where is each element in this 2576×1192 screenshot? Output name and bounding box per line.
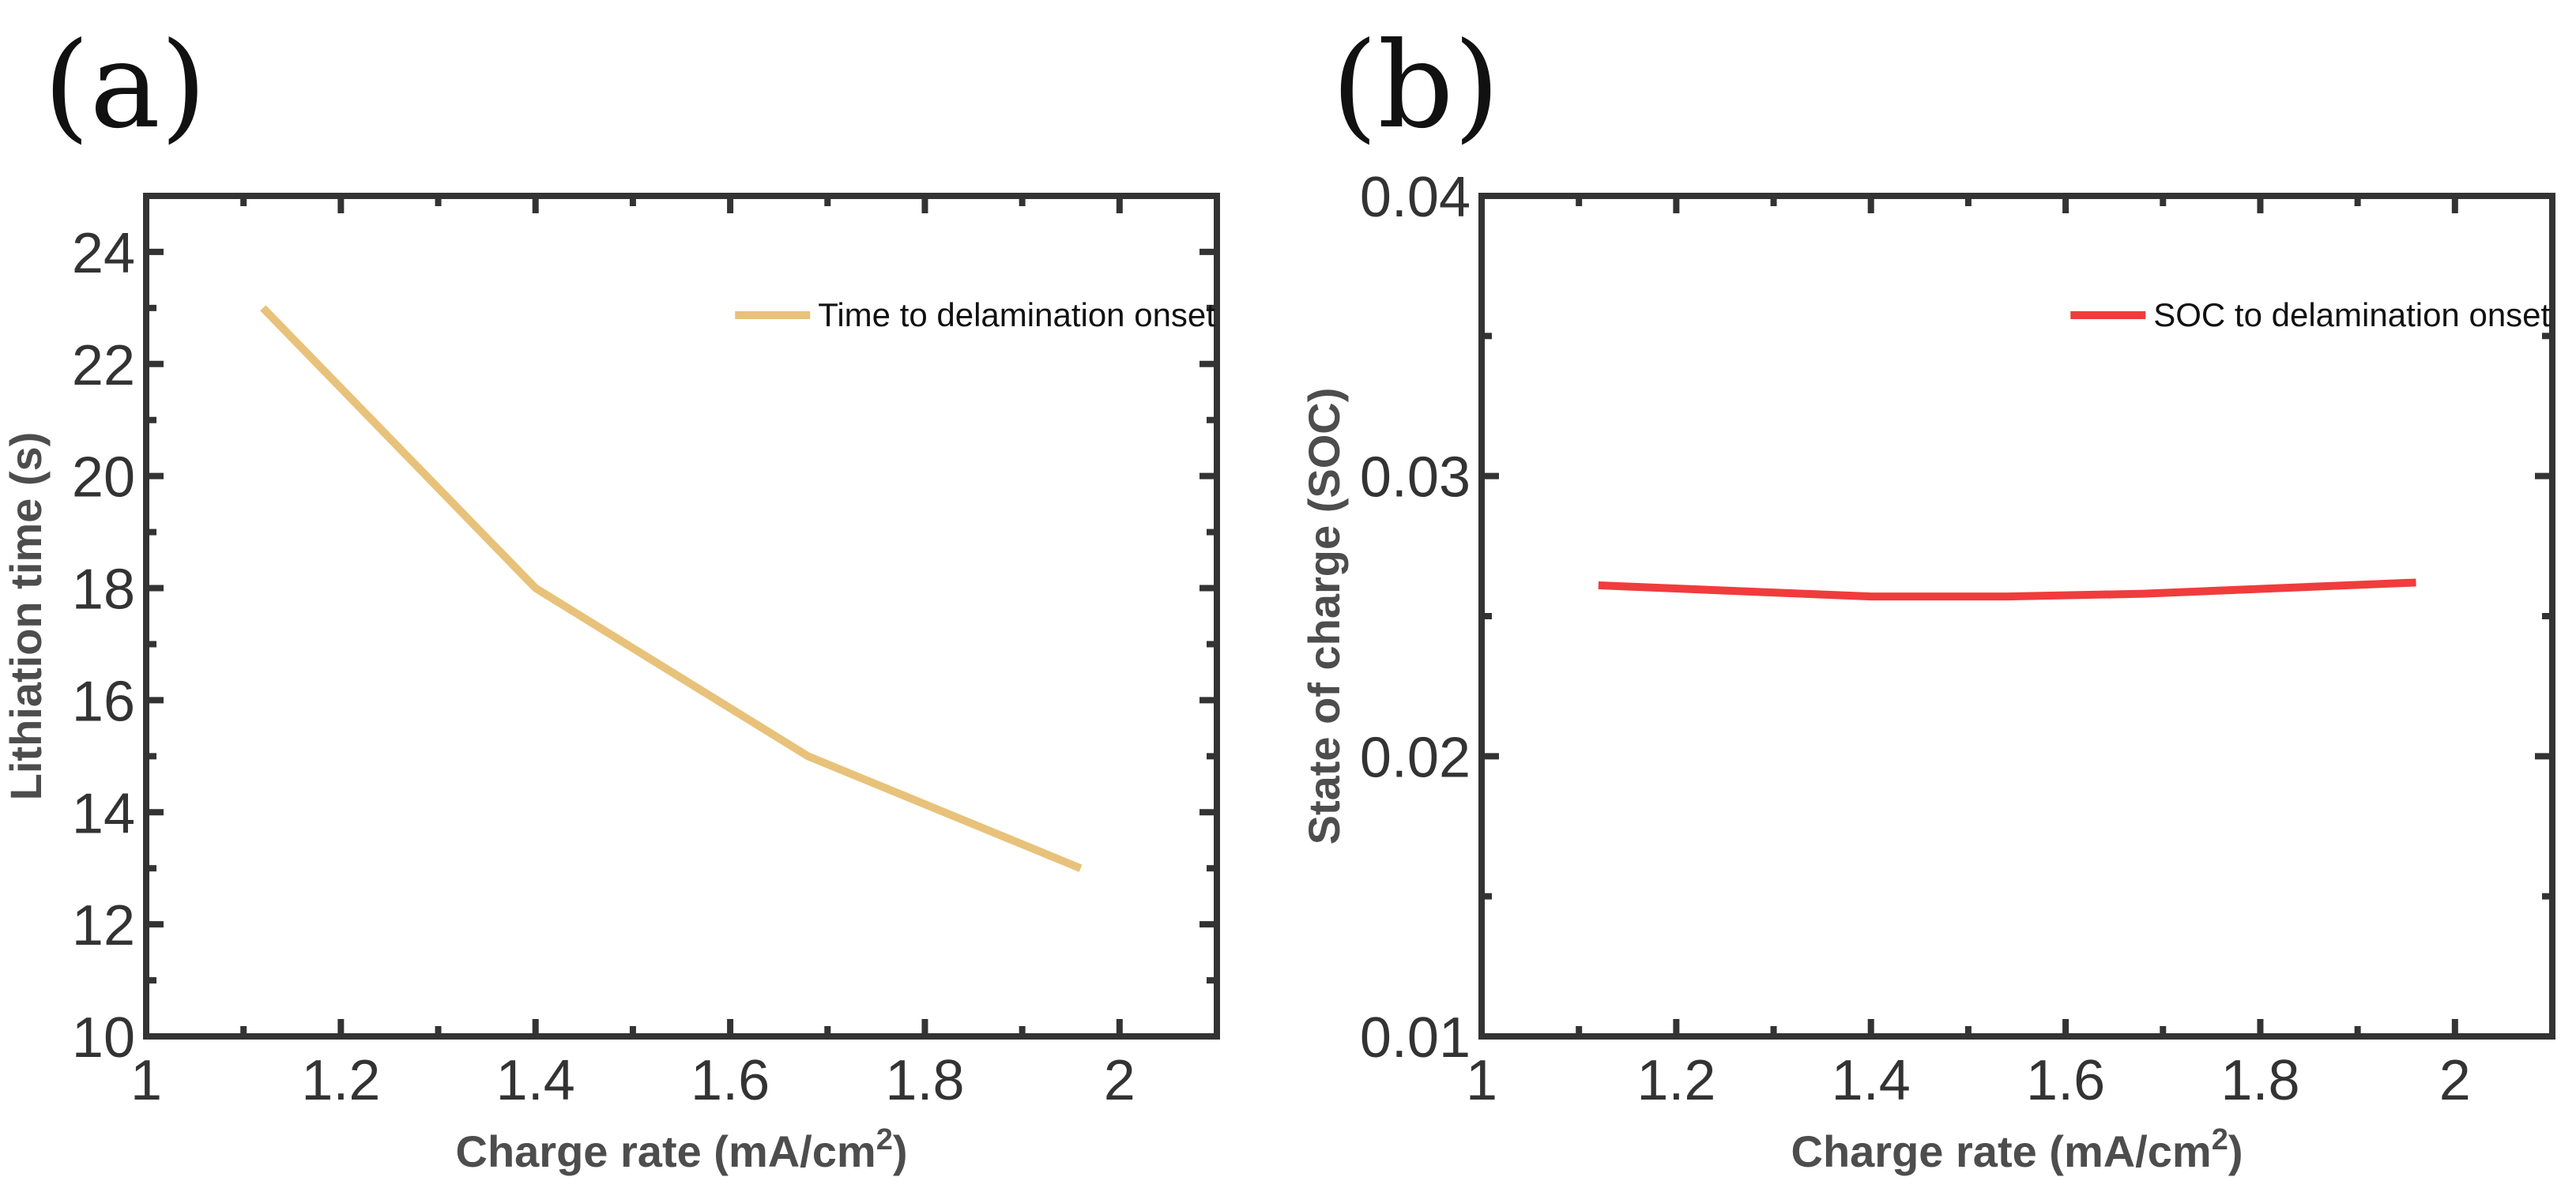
y-tick-label: 16: [72, 670, 135, 733]
x-tick-label: 1.8: [885, 1049, 964, 1112]
x-tick-label: 1.2: [1636, 1049, 1715, 1112]
panel-b-x-axis-label: Charge rate (mA/cm2): [1791, 1123, 2243, 1176]
panel-a-x-axis-label: Charge rate (mA/cm2): [456, 1123, 908, 1176]
panel-b-x-tick-labels: 1 1.2 1.4 1.6 1.8 2: [1466, 1049, 2471, 1112]
x-tick-label: 2: [1104, 1049, 1135, 1112]
y-tick-label: 0.01: [1360, 1006, 1471, 1070]
x-tick-label: 1.4: [1832, 1049, 1911, 1112]
panel-b-legend-label: SOC to delamination onset: [2153, 296, 2550, 333]
x-tick-label: 2: [2439, 1049, 2471, 1112]
y-tick-label: 24: [72, 222, 135, 285]
x-tick-label: 1.2: [301, 1049, 380, 1112]
panel-a-label: (a): [43, 17, 206, 155]
y-tick-label: 10: [72, 1006, 135, 1070]
y-tick-label: 22: [72, 334, 135, 397]
x-tick-label: 1.6: [691, 1049, 770, 1112]
x-tick-label: 1.6: [2026, 1049, 2105, 1112]
panel-b-series-line: [1598, 578, 2416, 601]
panel-a-legend-label: Time to delamination onset: [818, 296, 1215, 333]
panel-a-y-tick-labels: 10 12 14 16 18 20 22 24: [72, 222, 135, 1070]
y-tick-label: 12: [72, 894, 135, 957]
y-tick-label: 0.03: [1360, 446, 1471, 510]
panel-b-y-tick-labels: 0.01 0.02 0.03 0.04: [1360, 166, 1471, 1070]
y-tick-label: 20: [72, 446, 135, 510]
panel-b-frame: [1478, 193, 2555, 1040]
x-tick-label: 1.8: [2220, 1049, 2299, 1112]
x-tick-label: 1.4: [496, 1049, 575, 1112]
x-tick-label: 1: [1466, 1049, 1497, 1112]
panel-a-series-line: [260, 305, 1083, 872]
panel-a-x-tick-labels: 1 1.2 1.4 1.6 1.8 2: [130, 1049, 1135, 1112]
panel-a-y-axis-label: Lithiation time (s): [1, 432, 51, 801]
panel-b-y-axis-label: State of charge (SOC): [1299, 388, 1349, 845]
panel-b-label: (b): [1331, 17, 1500, 155]
y-tick-label: 18: [72, 558, 135, 622]
panel-b: (b) 1 1.2 1.4 1.6 1.8 2 0.01 0.02 0.03 0.04 SOC …: [1299, 17, 2555, 1176]
y-tick-label: 0.04: [1360, 166, 1471, 229]
x-tick-label: 1: [130, 1049, 162, 1112]
y-tick-label: 0.02: [1360, 726, 1471, 789]
panel-a-frame: [143, 193, 1220, 1040]
panel-a: (a) 1 1.2 1.4 1.6 1.8 2 10 12 14 16 18 20 22 24 Time…: [1, 17, 1220, 1176]
y-tick-label: 14: [72, 782, 135, 845]
